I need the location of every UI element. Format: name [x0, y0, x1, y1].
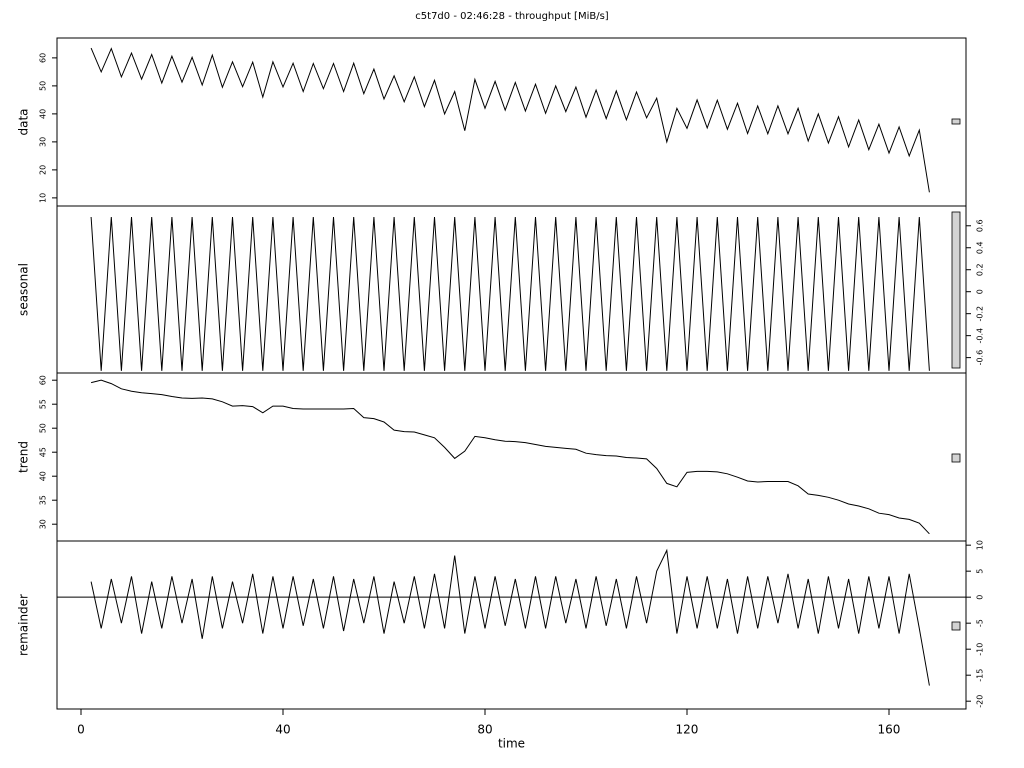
y-tick-label: 45 — [39, 447, 48, 457]
y-axis-label: seasonal — [17, 263, 31, 316]
series-line — [90, 548, 930, 686]
y-tick-label: 5 — [976, 569, 985, 574]
chart-title: c5t7d0 - 02:46:28 - throughput [MiB/s] — [415, 11, 609, 22]
y-tick-label: 60 — [39, 53, 48, 63]
y-tick-label: -20 — [976, 695, 985, 708]
y-tick-label: 30 — [39, 519, 48, 529]
y-axis-label: remainder — [17, 594, 31, 656]
y-tick-label: 35 — [39, 495, 48, 505]
y-tick-label: 50 — [39, 81, 48, 91]
y-axis-label: data — [17, 108, 31, 135]
y-tick-label: 0 — [976, 595, 985, 600]
range-bar — [951, 453, 961, 463]
y-tick-label: 10 — [976, 540, 985, 550]
y-tick-label: 30 — [39, 137, 48, 147]
panel-frame — [56, 540, 967, 710]
x-tick-label: 0 — [77, 723, 85, 737]
y-tick-label: 20 — [39, 165, 48, 175]
series-line — [90, 47, 930, 193]
y-tick-label: 55 — [39, 399, 48, 409]
y-tick-label: 0.6 — [976, 219, 985, 232]
range-bars — [951, 118, 961, 631]
y-tick-label: 60 — [39, 375, 48, 385]
y-tick-label: 10 — [39, 193, 48, 203]
range-bar — [951, 118, 961, 125]
y-tick-label: 0 — [976, 289, 985, 294]
x-tick-label: 80 — [477, 723, 492, 737]
range-bar — [951, 621, 961, 631]
y-tick-label: 0.4 — [976, 241, 985, 254]
y-tick-label: -5 — [976, 619, 985, 627]
y-tick-label: 50 — [39, 423, 48, 433]
y-axis-label: trend — [17, 441, 31, 473]
x-tick-label: 120 — [676, 723, 699, 737]
series-line — [90, 379, 930, 535]
x-axis-label: time — [498, 737, 525, 751]
series-line — [90, 216, 930, 371]
panel-frame — [56, 37, 967, 207]
y-tick-label: 40 — [39, 109, 48, 119]
y-tick-label: -0.6 — [976, 350, 985, 366]
range-bar — [951, 211, 961, 369]
y-tick-label: 40 — [39, 471, 48, 481]
y-tick-label: -0.4 — [976, 328, 985, 344]
y-tick-label: 0.2 — [976, 263, 985, 276]
y-tick-label: -15 — [976, 669, 985, 682]
y-tick-label: -0.2 — [976, 306, 985, 322]
x-tick-label: 160 — [878, 723, 901, 737]
y-tick-label: -10 — [976, 643, 985, 656]
x-tick-label: 40 — [275, 723, 290, 737]
